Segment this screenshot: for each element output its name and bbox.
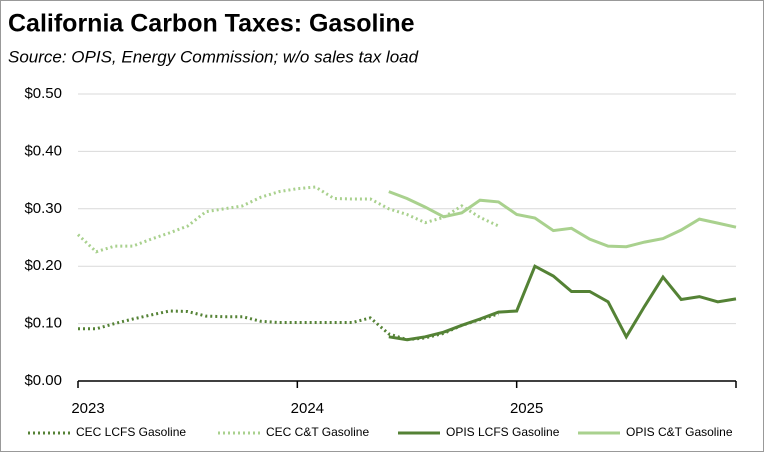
legend-label: CEC C&T Gasoline [266,425,369,439]
y-tick-label: $0.20 [24,257,62,274]
chart-subtitle: Source: OPIS, Energy Commission; w/o sal… [8,47,419,66]
x-tick-label: 2025 [510,400,543,417]
legend-label: CEC LCFS Gasoline [76,425,186,439]
y-tick-label: $0.40 [24,142,62,159]
legend-label: OPIS LCFS Gasoline [446,425,560,439]
series-line [388,190,737,249]
legend-label: OPIS C&T Gasoline [626,425,733,439]
y-tick-label: $0.10 [24,315,62,332]
y-tick-label: $0.30 [24,200,62,217]
x-tick-label: 2023 [71,400,104,417]
y-tick-label: $0.50 [24,85,62,102]
series-line [388,264,737,342]
chart-title: California Carbon Taxes: Gasoline [8,10,415,38]
x-tick-label: 2024 [291,400,324,417]
y-tick-label: $0.00 [24,372,62,389]
